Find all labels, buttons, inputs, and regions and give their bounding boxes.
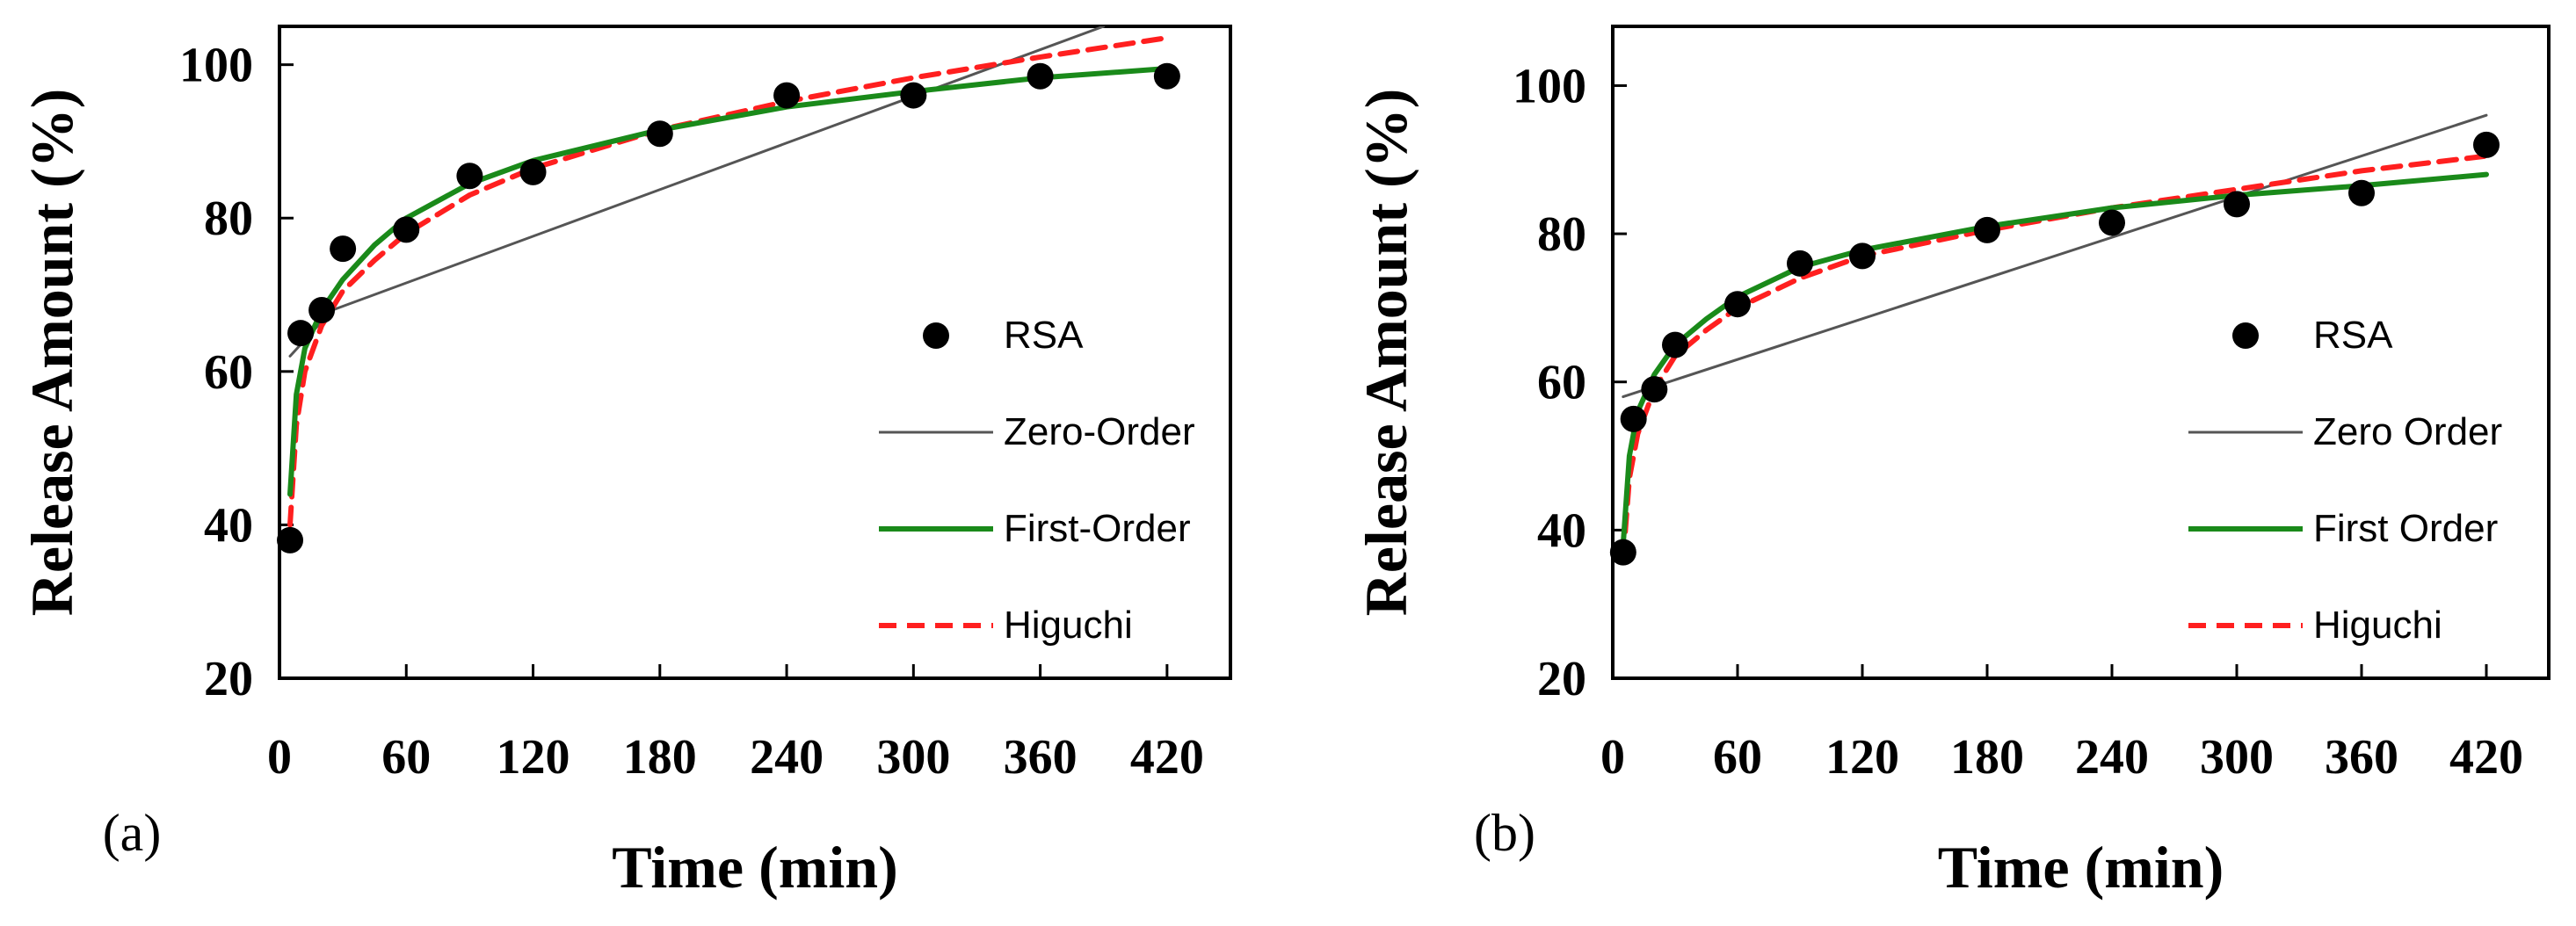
y-tick-label: 40 xyxy=(204,498,253,553)
y-axis-title: Release Amount (%) xyxy=(1353,89,1419,617)
x-tick-label: 420 xyxy=(1130,730,1204,785)
x-tick-label: 0 xyxy=(1600,730,1625,785)
x-tick-label: 120 xyxy=(497,730,570,785)
data-point xyxy=(1153,62,1180,90)
legend-label: First Order xyxy=(2313,507,2498,550)
x-tick-label: 180 xyxy=(623,730,697,785)
panel-label: (b) xyxy=(1474,804,1535,862)
legend-label: Higuchi xyxy=(1004,604,1133,647)
x-tick-label: 360 xyxy=(2325,730,2398,785)
panel-label: (a) xyxy=(103,804,162,862)
data-point xyxy=(1620,405,1647,432)
legend-label: RSA xyxy=(1004,314,1084,357)
x-tick-label: 180 xyxy=(1950,730,2024,785)
data-point xyxy=(646,120,673,148)
y-tick-label: 20 xyxy=(204,652,253,706)
legend-label: Higuchi xyxy=(2313,604,2442,647)
x-tick-label: 0 xyxy=(267,730,292,785)
y-tick-label: 40 xyxy=(1537,503,1586,558)
y-tick-label: 100 xyxy=(179,39,253,93)
data-point xyxy=(2224,191,2250,218)
legend-marker-rsa xyxy=(923,322,949,349)
data-point xyxy=(1787,250,1813,277)
data-point xyxy=(1724,291,1751,318)
x-axis-title: Time (min) xyxy=(1938,834,2224,901)
data-point xyxy=(330,235,357,263)
data-point xyxy=(2473,131,2500,158)
data-point xyxy=(1027,62,1054,90)
x-tick-label: 300 xyxy=(876,730,950,785)
x-axis-title: Time (min) xyxy=(612,834,898,901)
data-point xyxy=(1974,216,2000,243)
series-line-first-order xyxy=(1620,171,2489,548)
data-point xyxy=(287,320,315,347)
y-tick-label: 80 xyxy=(1537,207,1586,262)
legend-label: First-Order xyxy=(1004,507,1191,550)
data-point xyxy=(277,526,304,553)
y-tick-label: 80 xyxy=(204,192,253,246)
data-point xyxy=(773,82,801,109)
legend-label: Zero Order xyxy=(2313,410,2502,453)
data-point xyxy=(900,82,927,109)
chart-panel-b: 0 60 120 180 240 300 360 420 20 40 60 80 100 Time (mi… xyxy=(1353,25,2551,901)
data-point xyxy=(2099,209,2125,236)
series-line-zero-order xyxy=(288,26,1106,358)
plot-frame-b xyxy=(1611,25,2551,680)
x-tick-label: 240 xyxy=(2075,730,2149,785)
series-line-zero-order xyxy=(1622,113,2488,399)
data-point xyxy=(393,216,420,243)
legend-label: RSA xyxy=(2313,314,2393,357)
series-line-higuchi xyxy=(1620,153,2489,563)
x-tick-label: 420 xyxy=(2449,730,2523,785)
series-line-higuchi xyxy=(287,35,1170,528)
x-tick-label: 240 xyxy=(750,730,824,785)
y-tick-label: 20 xyxy=(1537,652,1586,706)
x-tick-label: 60 xyxy=(1713,730,1762,785)
data-point xyxy=(519,158,547,185)
data-point xyxy=(2348,179,2375,206)
y-axis-title: Release Amount (%) xyxy=(18,89,85,617)
plot-frame-a xyxy=(278,25,1232,680)
x-tick-label: 120 xyxy=(1825,730,1899,785)
legend-label: Zero-Order xyxy=(1004,410,1195,453)
legend-marker-rsa xyxy=(2232,322,2259,349)
data-point xyxy=(308,296,336,323)
y-tick-label: 100 xyxy=(1513,59,1586,113)
data-point xyxy=(1849,242,1876,270)
x-tick-label: 300 xyxy=(2200,730,2274,785)
data-point xyxy=(1662,331,1688,358)
data-point xyxy=(456,163,483,190)
chart-panel-a: 0 60 120 180 240 300 360 420 20 40 60 80 100 Time (mi… xyxy=(18,25,1232,901)
data-point xyxy=(1609,539,1636,566)
y-tick-label: 60 xyxy=(204,345,253,400)
y-tick-label: 60 xyxy=(1537,356,1586,410)
data-point xyxy=(1641,376,1668,403)
x-tick-label: 60 xyxy=(381,730,431,785)
x-tick-label: 360 xyxy=(1004,730,1078,785)
